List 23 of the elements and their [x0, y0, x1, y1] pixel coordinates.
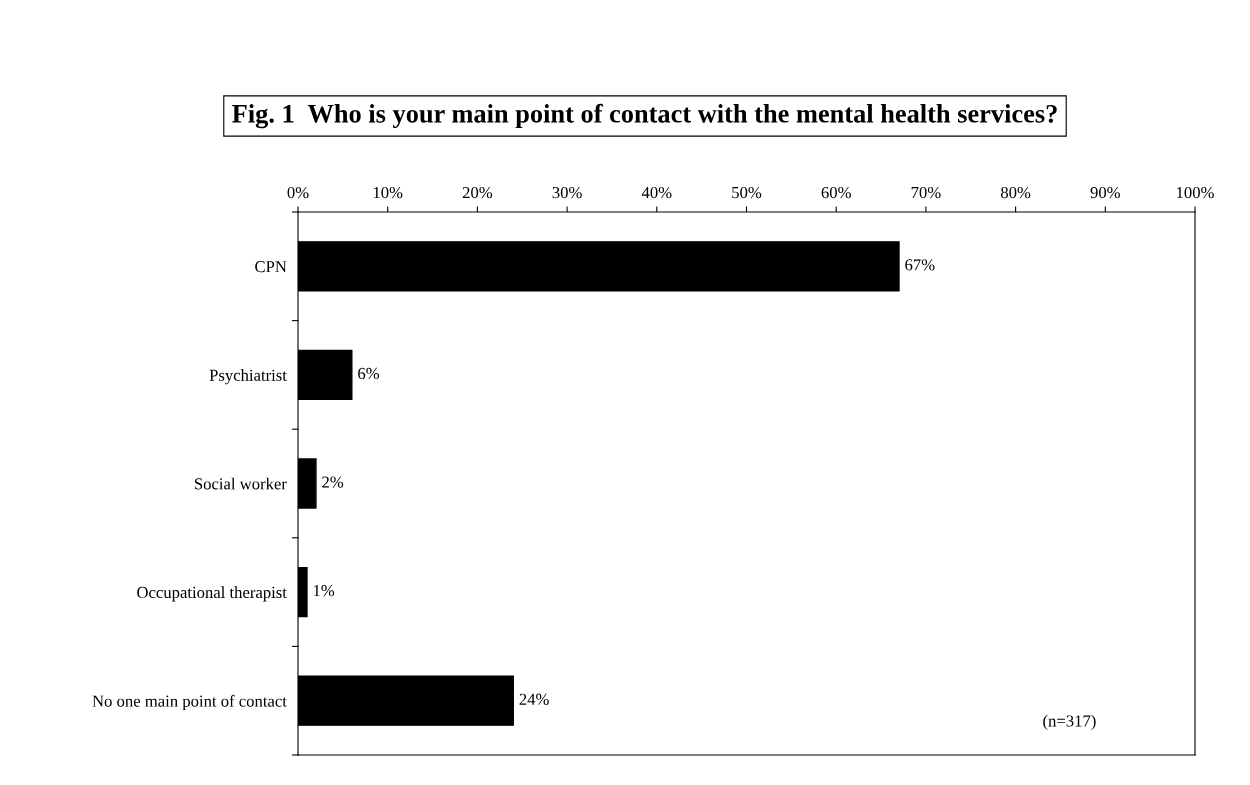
y-tick-label: Occupational therapist — [137, 586, 287, 602]
data-label: 6% — [358, 367, 380, 380]
y-tick-label: Social worker — [194, 477, 287, 490]
x-tick-label: 40% — [641, 186, 672, 199]
x-tick-label: 10% — [373, 186, 403, 199]
x-tick-label: 70% — [911, 186, 941, 199]
data-label: 1% — [313, 585, 335, 597]
x-tick-label: 100% — [1177, 186, 1214, 199]
y-tick-label: No one main point of contact — [92, 694, 287, 711]
x-tick-label: 50% — [732, 186, 762, 199]
data-label: 2% — [322, 476, 344, 488]
data-label: 24% — [519, 693, 549, 705]
x-tick-label: 20% — [462, 186, 493, 199]
x-tick-label: 90% — [1090, 186, 1121, 199]
x-tick-label: 30% — [552, 186, 582, 199]
y-tick-label: CPN — [255, 261, 287, 273]
annotation: (n=317) — [1043, 714, 1096, 730]
x-tick-label: 0% — [287, 186, 309, 199]
x-tick-label: 80% — [1000, 186, 1031, 199]
data-label: 67% — [905, 259, 935, 271]
x-tick-label: 60% — [821, 186, 851, 199]
chart-title: Fig. 1 Who is your main point of contact with the mental health services? — [232, 103, 1057, 129]
y-tick-label: Psychiatrist — [209, 369, 287, 385]
